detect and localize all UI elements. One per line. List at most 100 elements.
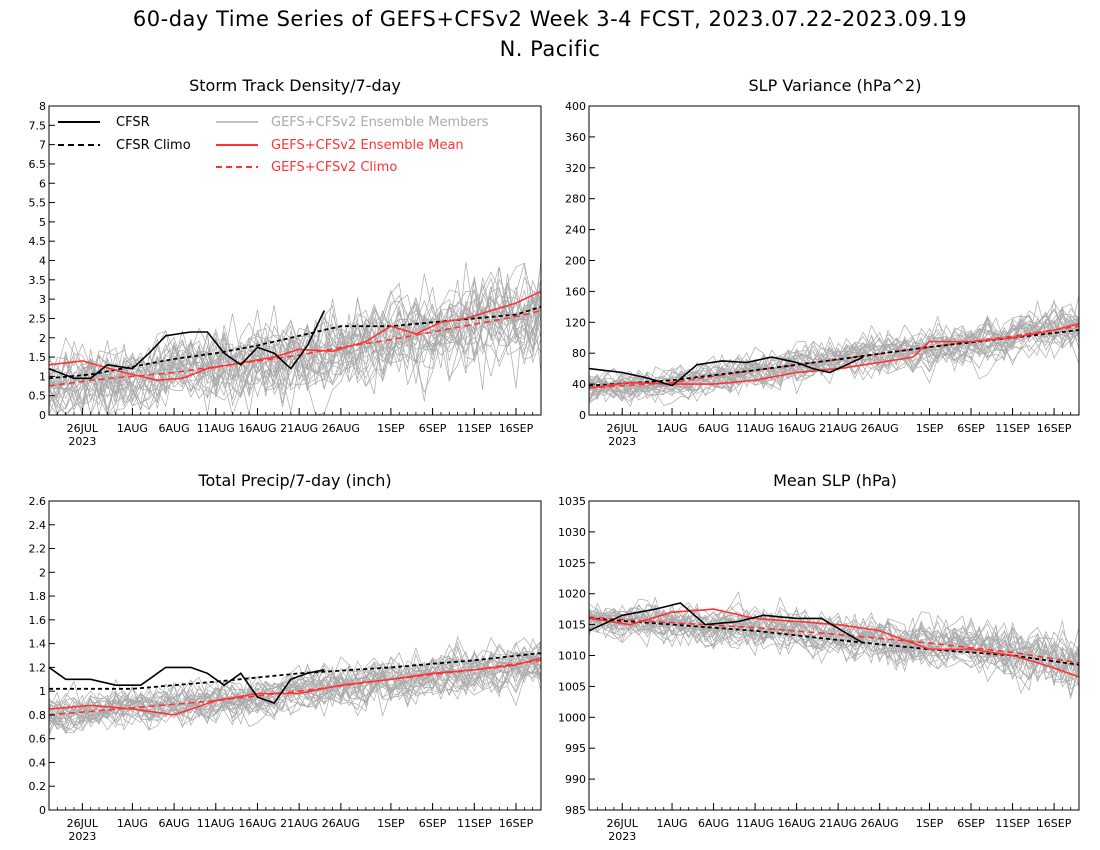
plot-frame <box>48 105 542 416</box>
y-tick-label: 5.5 <box>29 197 47 210</box>
y-tick-label: 0 <box>579 409 586 422</box>
y-tick-label: 1015 <box>558 619 586 632</box>
x-tick-label: 1SEP <box>916 817 944 830</box>
y-tick-label: 1.8 <box>29 590 47 603</box>
x-tick-label: 26AUG <box>861 422 899 435</box>
y-tick-label: 2.6 <box>29 495 47 508</box>
legend-label-cfsr: CFSR <box>116 115 150 130</box>
y-tick-label: 7 <box>39 139 46 152</box>
y-tick-label: 1010 <box>558 650 586 663</box>
ensemble-member-line <box>48 660 542 727</box>
series-lines <box>48 290 542 387</box>
ensemble-member-line <box>588 607 1080 685</box>
x-tick-label: 21AUG <box>819 422 857 435</box>
ensemble-member-line <box>48 647 542 734</box>
y-tick-label: 5 <box>39 216 46 229</box>
y-tick-label: 2.2 <box>29 543 47 556</box>
y-tick-label: 1030 <box>558 526 586 539</box>
y-tick-label: 1005 <box>558 680 586 693</box>
y-tick-label: 990 <box>565 773 586 786</box>
y-tick-label: 2.5 <box>29 312 47 325</box>
ensemble-member-line <box>48 266 542 415</box>
ensemble-member-line <box>48 261 542 417</box>
ensemble-member-line <box>588 315 1080 403</box>
ensemble-member-line <box>48 635 542 725</box>
figure-subtitle: N. Pacific <box>500 37 601 61</box>
y-tick-label: 1025 <box>558 557 586 570</box>
cfsr-line <box>588 356 864 387</box>
y-tick-label: 3 <box>39 293 46 306</box>
x-year-label: 2023 <box>68 830 96 843</box>
cfsr-line <box>48 310 325 380</box>
y-tick-label: 1020 <box>558 588 586 601</box>
x-tick-label: 16SEP <box>1037 422 1072 435</box>
y-tick-label: 0.6 <box>29 733 47 746</box>
ensemble-member-line <box>588 591 1080 687</box>
x-tick-label: 6AUG <box>698 422 729 435</box>
ensemble-member-line <box>588 608 1080 671</box>
x-tick-label: 6SEP <box>419 817 447 830</box>
axes: 985 990 995 1000 1005 1010 1015 1020 1025 1030 103… <box>558 495 1072 843</box>
ensemble-climo-line <box>588 616 1080 664</box>
y-tick-label: 0.8 <box>29 709 47 722</box>
y-tick-label: 6 <box>39 177 46 190</box>
series-lines <box>588 323 1080 389</box>
y-tick-label: 3.5 <box>29 274 47 287</box>
x-tick-label: 1SEP <box>377 817 405 830</box>
x-tick-label: 1AUG <box>656 817 687 830</box>
y-tick-label: 200 <box>565 255 586 268</box>
x-tick-label: 16AUG <box>238 422 276 435</box>
x-tick-label: 26JUL <box>607 817 639 830</box>
y-tick-label: 0.5 <box>29 390 47 403</box>
ensemble-mean-line <box>588 608 1080 678</box>
y-tick-label: 1.5 <box>29 351 47 364</box>
panel-title: Total Precip/7-day (inch) <box>197 471 391 490</box>
ensemble-member-line <box>48 287 542 406</box>
ensemble-member-line <box>48 278 542 408</box>
y-tick-label: 4 <box>39 255 46 268</box>
x-tick-label: 6SEP <box>957 422 985 435</box>
ensemble-mean-line <box>48 290 542 382</box>
panel-total-precip: Total Precip/7-day (inch) 0 0.2 0.4 0.6 0.8 1… <box>29 471 542 843</box>
x-tick-label: 6AUG <box>159 817 190 830</box>
x-tick-label: 11SEP <box>995 817 1030 830</box>
ensemble-member-line <box>588 615 1080 681</box>
x-tick-label: 6AUG <box>698 817 729 830</box>
axes: 0 0.2 0.4 0.6 0.8 1 1.2 1.4 1.6 1.8 2 2.2 2.4 2.6 26JU… <box>29 495 534 843</box>
panel-title: SLP Variance (hPa^2) <box>749 76 922 95</box>
y-tick-label: 0 <box>39 409 46 422</box>
ensemble-mean-line <box>48 657 542 716</box>
ensemble-climo-line <box>48 309 542 387</box>
y-tick-label: 320 <box>565 162 586 175</box>
x-tick-label: 16SEP <box>499 422 534 435</box>
x-tick-label: 16AUG <box>238 817 276 830</box>
panel-title: Storm Track Density/7-day <box>189 76 401 95</box>
x-year-label: 2023 <box>68 435 96 448</box>
ensemble-member-line <box>48 641 542 720</box>
y-tick-label: 0.2 <box>29 780 47 793</box>
x-year-label: 2023 <box>608 830 636 843</box>
legend-label-ens-mean: GEFS+CFSv2 Ensemble Mean <box>271 138 464 153</box>
legend: CFSR CFSR Climo GEFS+CFSv2 Ensemble Memb… <box>58 115 489 175</box>
y-tick-label: 1 <box>39 685 46 698</box>
y-tick-label: 280 <box>565 193 586 206</box>
x-tick-label: 11AUG <box>197 422 235 435</box>
ensemble-member-line <box>48 642 542 737</box>
x-tick-label: 1SEP <box>377 422 405 435</box>
ensemble-members <box>48 258 542 417</box>
y-tick-label: 240 <box>565 224 586 237</box>
y-tick-label: 7.5 <box>29 119 47 132</box>
ensemble-member-line <box>48 279 542 417</box>
panel-title: Mean SLP (hPa) <box>773 471 897 490</box>
panel-storm-track-density: Storm Track Density/7-day 0 0.5 1 1.5 2 2.5 3 3… <box>29 76 542 448</box>
x-tick-label: 26AUG <box>322 422 360 435</box>
cfsr-climo-line <box>588 329 1080 387</box>
series-lines <box>588 602 1080 678</box>
ensemble-member-line <box>588 312 1080 403</box>
x-tick-label: 16AUG <box>778 422 816 435</box>
x-tick-label: 1AUG <box>117 422 148 435</box>
x-tick-label: 16AUG <box>778 817 816 830</box>
y-tick-label: 1.4 <box>29 638 47 651</box>
y-tick-label: 995 <box>565 742 586 755</box>
x-tick-label: 1AUG <box>656 422 687 435</box>
